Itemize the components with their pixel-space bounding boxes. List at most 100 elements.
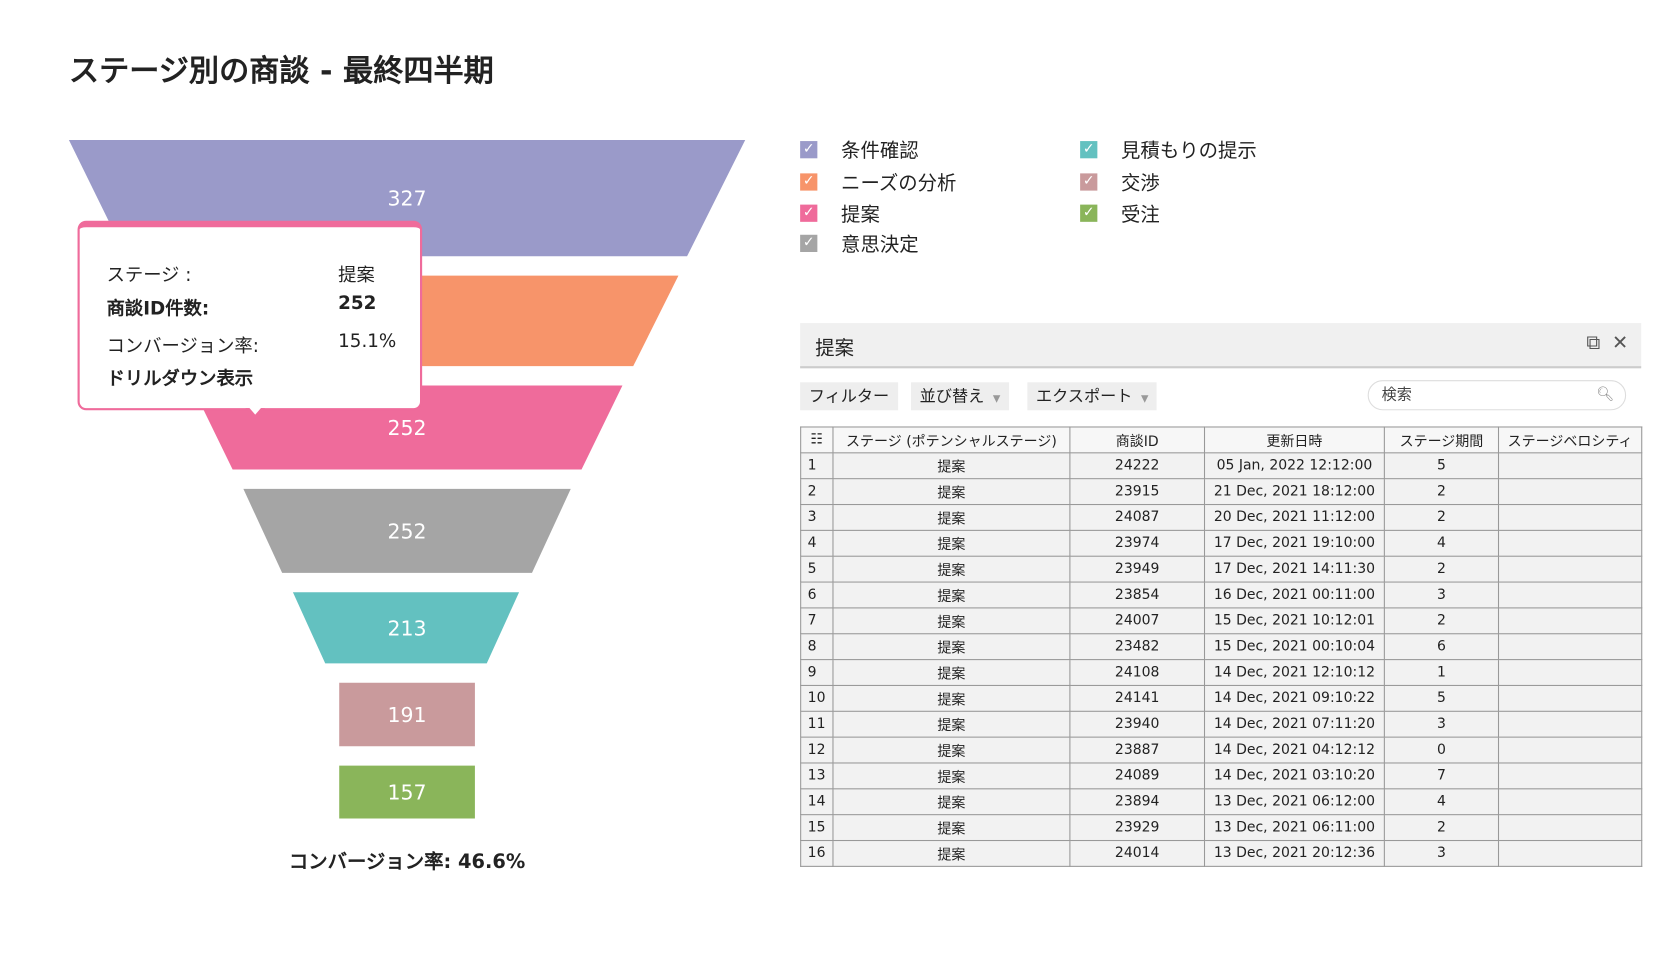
table-cell: 提案 [832,529,1071,557]
table-cell: 24087 [1069,503,1206,531]
table-row[interactable]: 14 提案 23894 13 Dec, 2021 06:12:00 4 [800,788,1643,816]
popout-icon[interactable]: ⧉ [1586,331,1601,355]
table-cell: 2 [1383,555,1500,583]
table-cell: 8 [800,633,834,661]
checkbox-icon[interactable]: ✓ [800,234,818,252]
tooltip-stage-value: 提案 [338,264,375,287]
table-cell: 6 [800,581,834,609]
legend-label: 意思決定 [841,233,919,257]
checkbox-icon[interactable]: ✓ [800,173,818,191]
table-cell: 提案 [832,788,1071,816]
column-header[interactable]: 更新日時 [1203,426,1385,454]
checkbox-icon[interactable]: ✓ [1080,173,1098,191]
table-row[interactable]: 13 提案 24089 14 Dec, 2021 03:10:20 7 [800,762,1643,790]
table-cell: 24014 [1069,839,1206,867]
legend-item[interactable]: ✓ 条件確認 [800,136,919,164]
funnel-value-label: 213 [388,616,427,640]
table-cell: 13 Dec, 2021 20:12:36 [1203,839,1385,867]
table-cell: 提案 [832,710,1071,738]
drilldown-link[interactable]: ドリルダウン表示 [106,368,254,390]
column-header[interactable]: ステージベロシティ [1497,426,1643,454]
table-row[interactable]: 7 提案 24007 15 Dec, 2021 10:12:01 2 [800,607,1643,635]
table-cell: 14 [800,788,834,816]
table-row[interactable]: 10 提案 24141 14 Dec, 2021 09:10:22 5 [800,684,1643,712]
funnel-stage-5[interactable] [292,592,520,664]
table-cell: 提案 [832,581,1071,609]
search-placeholder: 検索 [1381,386,1412,404]
table-row[interactable]: 12 提案 23887 14 Dec, 2021 04:12:12 0 [800,736,1643,764]
table-row[interactable]: 9 提案 24108 14 Dec, 2021 12:10:12 1 [800,659,1643,686]
table-cell: 提案 [832,452,1071,480]
table-cell: 提案 [832,762,1071,790]
table-cell: 23929 [1069,814,1206,842]
table-cell: 1 [800,452,834,480]
table-cell [1497,710,1643,738]
table-cell: 5 [800,555,834,583]
table-row[interactable]: 2 提案 23915 21 Dec, 2021 18:12:00 2 [800,478,1643,506]
checkbox-icon[interactable]: ✓ [1080,204,1098,222]
column-settings-icon[interactable]: ☷ [800,426,834,454]
legend-item[interactable]: ✓ 受注 [1080,199,1160,227]
table-cell: 13 Dec, 2021 06:12:00 [1203,788,1385,816]
table-row[interactable]: 16 提案 24014 13 Dec, 2021 20:12:36 3 [800,839,1643,867]
table-cell: 提案 [832,503,1071,531]
export-label: エクスポート [1035,386,1133,406]
checkbox-icon[interactable]: ✓ [800,141,818,159]
table-row[interactable]: 15 提案 23929 13 Dec, 2021 06:11:00 2 [800,814,1643,842]
column-header[interactable]: 商談ID [1069,426,1206,454]
table-row[interactable]: 6 提案 23854 16 Dec, 2021 00:11:00 3 [800,581,1643,609]
checkbox-icon[interactable]: ✓ [1080,141,1098,159]
table-cell: 20 Dec, 2021 11:12:00 [1203,503,1385,531]
table-cell: 4 [1383,529,1500,557]
column-header[interactable]: ステージ (ポテンシャルステージ) [832,426,1071,454]
checkbox-icon[interactable]: ✓ [800,204,818,222]
table-cell: 14 Dec, 2021 04:12:12 [1203,736,1385,764]
table-cell [1497,529,1643,557]
column-header[interactable]: ステージ期間 [1383,426,1500,454]
tooltip-stage-label: ステージ : [106,264,192,287]
filter-button[interactable]: フィルター [800,382,898,411]
tooltip-rate-label: コンバージョン率: [106,335,259,358]
table-cell: 21 Dec, 2021 18:12:00 [1203,478,1385,506]
panel-header: 提案 ⧉ ✕ [800,323,1642,369]
legend-label: 条件確認 [841,139,919,163]
table-cell: 24141 [1069,684,1206,712]
table-cell: 23894 [1069,788,1206,816]
funnel-stage-4[interactable] [243,488,571,573]
table-cell: 2 [1383,503,1500,531]
table-cell: 0 [1383,736,1500,764]
table-row[interactable]: 3 提案 24087 20 Dec, 2021 11:12:00 2 [800,503,1643,531]
table-cell: 23974 [1069,529,1206,557]
close-icon[interactable]: ✕ [1612,331,1629,355]
funnel-stage-6[interactable] [339,682,475,747]
table-cell: 2 [1383,607,1500,635]
legend-item[interactable]: ✓ 提案 [800,199,880,227]
table-row[interactable]: 11 提案 23940 14 Dec, 2021 07:11:20 3 [800,710,1643,738]
table-cell: 6 [1383,633,1500,661]
table-cell [1497,684,1643,712]
search-input[interactable]: 検索 🔍︎ [1367,380,1627,411]
legend-item[interactable]: ✓ 意思決定 [800,229,919,257]
funnel-stage-7[interactable] [339,765,475,819]
filter-label: フィルター [808,386,890,406]
table-row[interactable]: 4 提案 23974 17 Dec, 2021 19:10:00 4 [800,529,1643,557]
table-row[interactable]: 8 提案 23482 15 Dec, 2021 00:10:04 6 [800,633,1643,661]
table-cell: 2 [1383,814,1500,842]
table-row[interactable]: 1 提案 24222 05 Jan, 2022 12:12:00 5 [800,452,1643,480]
table-cell: 14 Dec, 2021 03:10:20 [1203,762,1385,790]
legend-item[interactable]: ✓ 見積もりの提示 [1080,136,1257,164]
table-cell: 24108 [1069,659,1206,686]
legend-label: 受注 [1121,203,1160,227]
table-cell: 24222 [1069,452,1206,480]
table-cell: 提案 [832,478,1071,506]
table-cell: 23887 [1069,736,1206,764]
legend-item[interactable]: ✓ 交渉 [1080,168,1160,196]
table-cell: 14 Dec, 2021 09:10:22 [1203,684,1385,712]
table-cell: 9 [800,659,834,686]
legend-label: 提案 [841,203,880,227]
legend-item[interactable]: ✓ ニーズの分析 [800,168,956,196]
table-row[interactable]: 5 提案 23949 17 Dec, 2021 14:11:30 2 [800,555,1643,583]
sort-dropdown[interactable]: 並び替え ▼ [911,382,1009,411]
export-dropdown[interactable]: エクスポート ▼ [1027,382,1158,411]
tooltip-rate-value: 15.1% [338,330,397,353]
